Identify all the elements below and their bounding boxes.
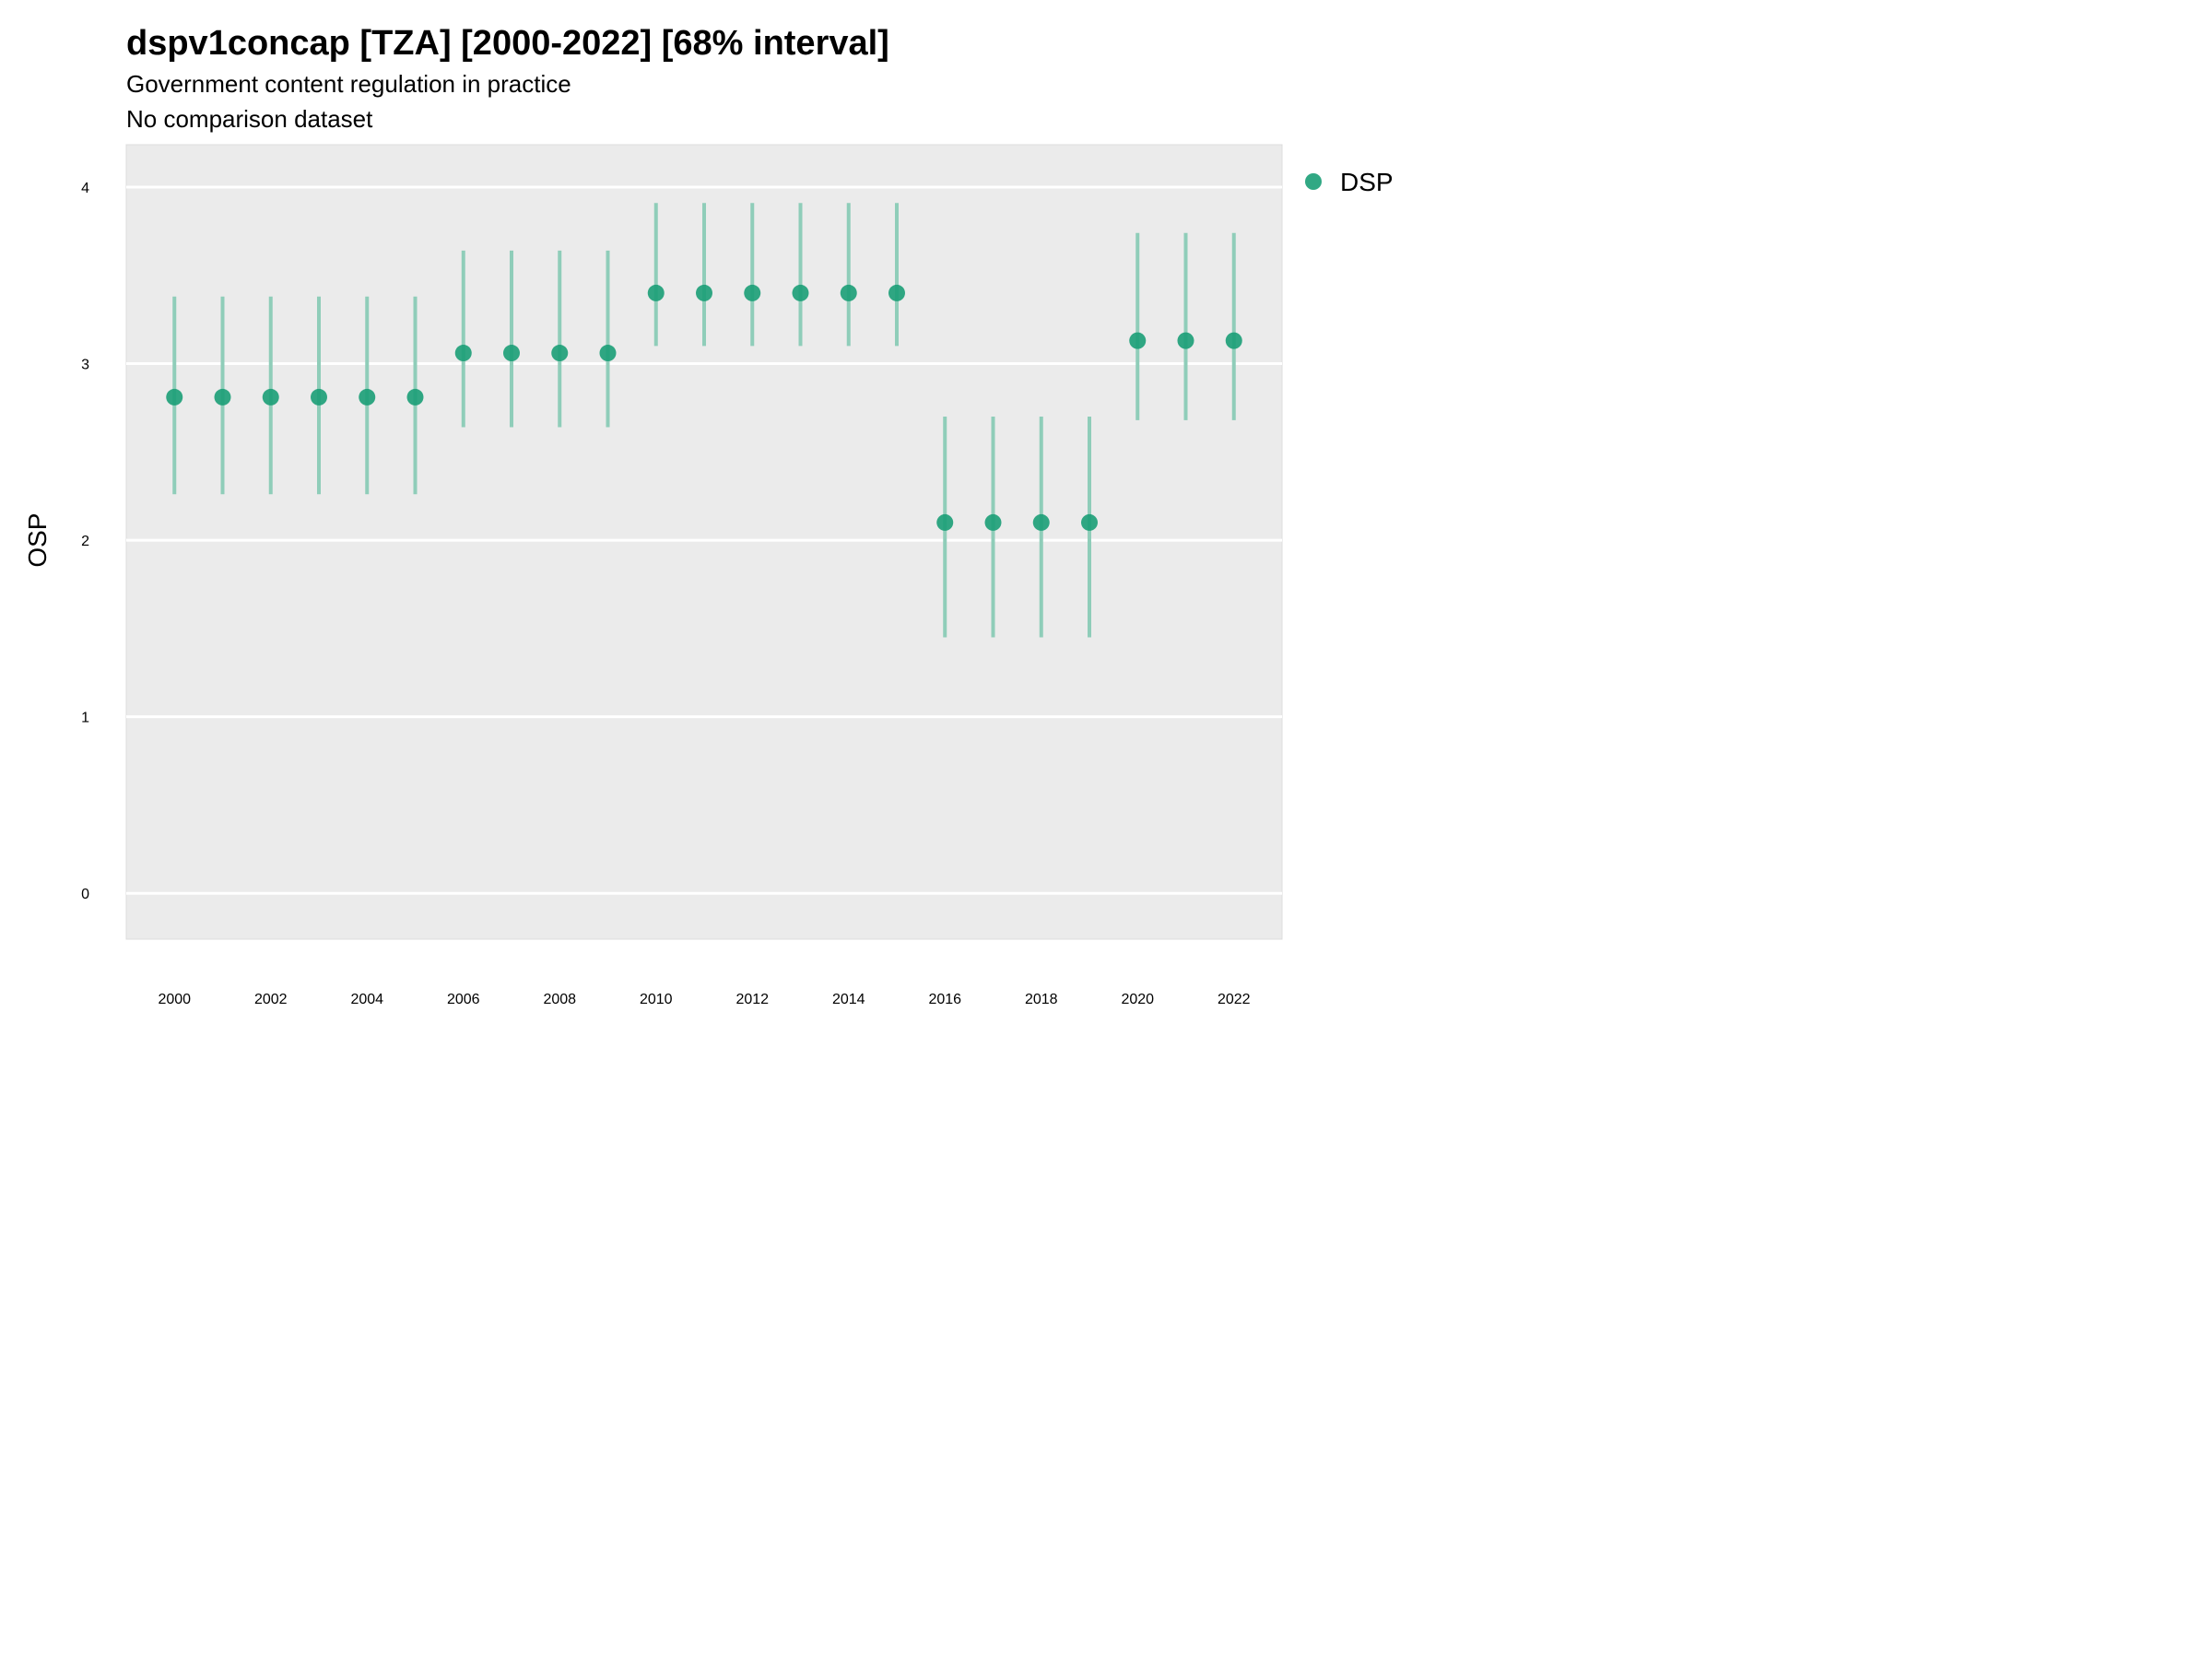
y-axis-label: OSP [23, 513, 52, 568]
y-tick-label: 3 [81, 358, 89, 373]
data-point [984, 513, 1002, 531]
x-tick-label: 2018 [1025, 992, 1058, 1007]
data-point [406, 388, 424, 406]
data-point [744, 284, 761, 301]
data-point [551, 345, 569, 362]
x-tick-label: 2022 [1218, 992, 1251, 1007]
legend-label: DSP [1340, 168, 1394, 196]
x-tick-label: 2000 [158, 992, 191, 1007]
data-point [262, 388, 279, 406]
data-point [1177, 332, 1194, 349]
y-tick-label: 4 [81, 181, 89, 196]
data-point [1129, 332, 1147, 349]
data-point [311, 388, 327, 406]
y-tick-label: 2 [81, 534, 89, 549]
chart-area: 0 1 2 3 4 2000 2002 2004 2006 2008 2010 2012 2014 201… [23, 144, 1394, 1007]
data-point [454, 345, 472, 362]
x-tick-label: 2016 [928, 992, 961, 1007]
data-point [214, 388, 231, 406]
chart-title: dspv1concap [TZA] [2000-2022] [68% inter… [126, 24, 889, 63]
y-tick-label: 0 [81, 887, 89, 902]
data-point [888, 284, 905, 301]
data-point [840, 284, 857, 301]
x-tick-label: 2012 [735, 992, 769, 1007]
x-tick-label: 2004 [350, 992, 383, 1007]
data-point [503, 345, 520, 362]
y-tick-label: 1 [81, 711, 89, 726]
data-point [647, 284, 665, 301]
data-point [936, 513, 954, 531]
data-point [696, 284, 712, 301]
chart-subtitle-2: No comparison dataset [126, 105, 373, 133]
data-point [792, 284, 809, 301]
x-tick-label: 2020 [1121, 992, 1154, 1007]
data-point [1081, 513, 1098, 531]
x-tick-label: 2008 [543, 992, 576, 1007]
x-tick-label: 2010 [640, 992, 673, 1007]
data-point [1225, 332, 1242, 349]
legend-marker [1305, 173, 1322, 190]
chart-subtitle: Government content regulation in practic… [126, 70, 571, 98]
x-tick-label: 2002 [254, 992, 288, 1007]
data-point [1032, 513, 1050, 531]
x-tick-label: 2006 [447, 992, 480, 1007]
x-tick-label: 2014 [832, 992, 865, 1007]
data-point [599, 345, 617, 362]
data-point [359, 388, 376, 406]
data-point [166, 388, 183, 406]
